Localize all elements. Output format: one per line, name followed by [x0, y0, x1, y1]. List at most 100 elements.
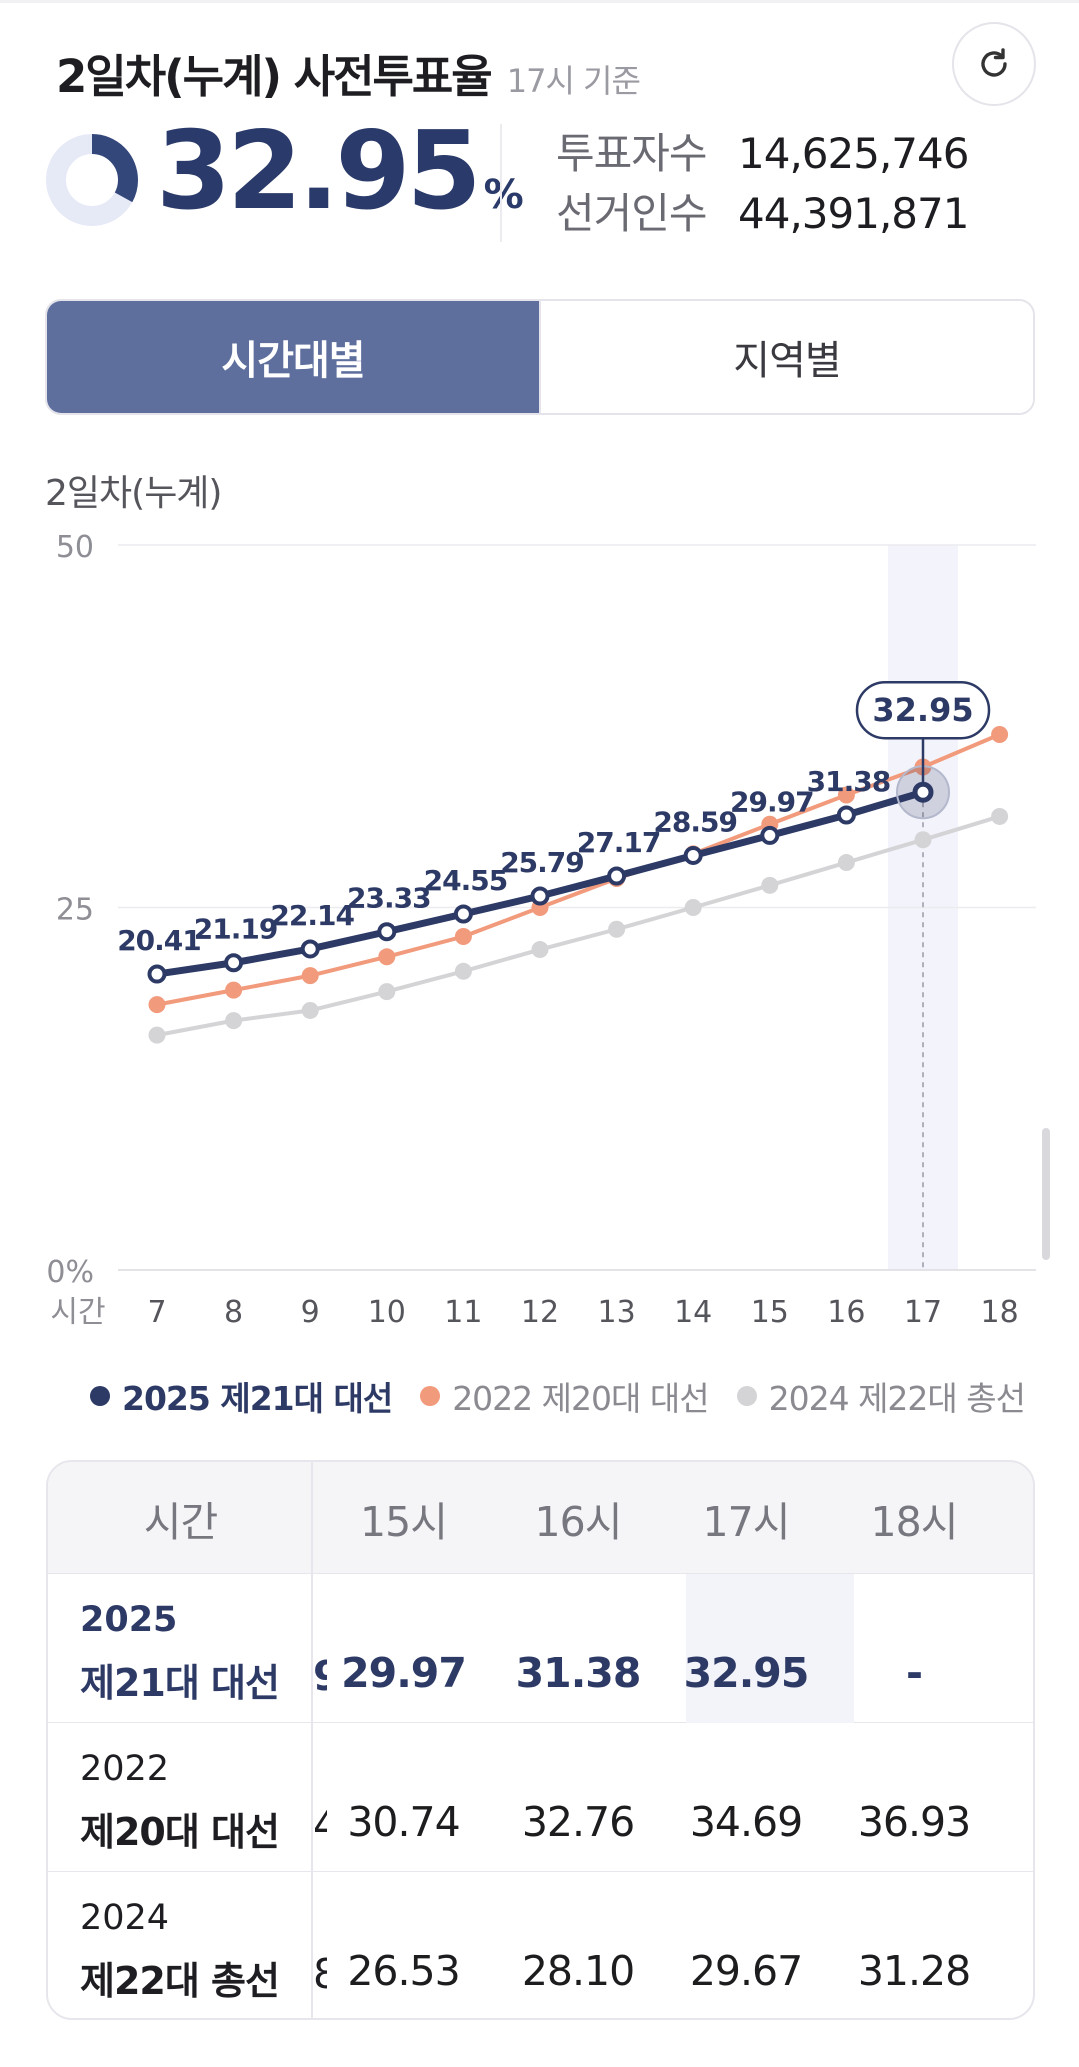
data-label: 21.19: [194, 913, 278, 946]
tab-by-region[interactable]: 지역별: [539, 301, 1033, 413]
table-header-corner: 시간: [48, 1462, 313, 1573]
col-header-18: 18시: [870, 1498, 959, 1546]
cell-15: 30.74: [347, 1797, 460, 1846]
row-clipped-value: 4: [313, 1801, 327, 1849]
x-tick-label: 11: [444, 1295, 482, 1330]
series-point-1: [991, 726, 1009, 744]
legend-dot-2024: [736, 1386, 757, 1406]
data-label: 20.41: [117, 924, 201, 957]
series-point-0: [912, 781, 934, 803]
series-point-2: [684, 899, 702, 916]
turnout-donut-arc: [46, 134, 138, 226]
series-point-2: [608, 920, 626, 938]
series-point-2: [148, 1026, 166, 1044]
legend-dot-2025: [90, 1386, 110, 1406]
series-point-0: [760, 825, 780, 845]
series-point-1: [454, 928, 472, 945]
cell-18: -: [905, 1648, 923, 1697]
data-label: 23.33: [347, 882, 431, 915]
chart-legend: 2025 제21대 대선 2022 제20대 대선 2024 제22대 총선: [90, 1372, 1053, 1420]
turnout-rate-value: 32.95: [156, 109, 482, 234]
corner-header-label: 시간: [143, 1498, 218, 1546]
callout-label: 32.95: [872, 691, 973, 729]
legend-label-2022: 2022 제20대 대선: [452, 1379, 709, 1418]
x-tick-label: 18: [981, 1295, 1019, 1330]
series-point-1: [837, 786, 855, 804]
cell-16: 28.10: [521, 1946, 635, 1995]
row-label-2022: 2022 제20대 대선: [48, 1723, 313, 1871]
row-election: 제22대 총선: [80, 1959, 280, 2003]
col-header-15: 15시: [360, 1498, 448, 1546]
series-point-1: [225, 981, 243, 999]
row-label-2024: 2024 제22대 총선: [48, 1872, 313, 2018]
series-point-2: [914, 831, 932, 849]
view-tabs: 시간대별 지역별: [45, 299, 1035, 415]
x-tick-label: 8: [224, 1295, 243, 1330]
x-tick-label: 14: [674, 1295, 712, 1330]
voters-value: 14,625,746: [738, 129, 969, 178]
series-point-0: [453, 904, 473, 924]
cell-18: 36.93: [857, 1797, 971, 1846]
series-line-1: [155, 732, 1002, 1007]
voters-label: 투표자수: [556, 129, 708, 178]
refresh-button[interactable]: [952, 22, 1036, 106]
row-clipped-value: 9: [313, 1652, 327, 1700]
series-point-2: [531, 941, 549, 959]
series-point-2: [837, 854, 855, 872]
data-label: 24.55: [424, 864, 508, 897]
x-tick-label: 7: [147, 1295, 166, 1330]
cell-16: 31.38: [515, 1648, 642, 1697]
col-header-16: 16시: [534, 1498, 623, 1546]
refresh-icon: [981, 48, 1007, 77]
cell-15: 26.53: [347, 1946, 460, 1995]
vote-stats: 투표자수 14,625,746 선거인수 44,391,871: [556, 124, 969, 244]
x-axis-label: 시간: [50, 1295, 105, 1330]
callout-bubble: [855, 680, 991, 740]
legend-label-2025: 2025 제21대 대선: [122, 1379, 393, 1418]
legend-dot-2022: [420, 1386, 441, 1406]
electors-row: 선거인수 44,391,871: [556, 184, 969, 244]
series-point-0: [377, 922, 397, 942]
cell-16: 32.76: [521, 1797, 635, 1846]
col-header-17: 17시: [702, 1498, 791, 1546]
x-tick-label: 15: [751, 1295, 789, 1330]
series-point-2: [301, 1001, 319, 1019]
series-point-0: [683, 845, 703, 865]
chart-caption: 2일차(누계): [45, 473, 222, 514]
data-label: 22.14: [270, 899, 354, 932]
table-row: 2025 제21대 대선 9 29.97 31.38 32.95 -: [48, 1574, 1033, 1723]
row-label-2025: 2025 제21대 대선: [48, 1574, 313, 1722]
row-election: 제20대 대선: [80, 1810, 280, 1854]
table-header: 시간 15시 16시 17시 18시: [48, 1462, 1033, 1574]
turnout-donut: [46, 134, 138, 226]
y-tick-label: 0%: [46, 1255, 94, 1290]
series-point-2: [991, 807, 1009, 825]
title-timestamp: 17시 기준: [506, 62, 641, 100]
data-label: 27.17: [577, 826, 661, 859]
summary-divider: [500, 124, 502, 242]
tab-by-time[interactable]: 시간대별: [47, 301, 539, 413]
data-label: 31.38: [807, 765, 891, 798]
voters-row: 투표자수 14,625,746: [556, 124, 969, 184]
data-label: 25.79: [500, 846, 584, 879]
series-point-0: [224, 953, 244, 973]
series-point-1: [148, 996, 166, 1014]
x-tick-label: 17: [904, 1295, 942, 1330]
page-title: 2일차(누계) 사전투표율 17시 기준: [56, 40, 641, 105]
legend-item-2025: 2025 제21대 대선: [90, 1372, 393, 1420]
y-tick-label: 25: [56, 893, 94, 928]
scrollbar[interactable]: [1042, 1128, 1050, 1260]
series-point-0: [300, 939, 320, 959]
y-tick-label: 50: [56, 530, 94, 565]
cell-18: 31.28: [857, 1946, 971, 1995]
legend-label-2024: 2024 제22대 총선: [768, 1379, 1026, 1418]
legend-item-2022: 2022 제20대 대선: [420, 1372, 710, 1420]
row-election: 제21대 대선: [80, 1661, 280, 1705]
x-tick-label: 10: [368, 1295, 406, 1330]
series-point-1: [301, 967, 319, 985]
cell-17: 34.69: [689, 1797, 803, 1846]
cell-15: 29.97: [341, 1648, 467, 1697]
x-tick-label: 9: [301, 1295, 320, 1330]
x-tick-label: 12: [521, 1295, 559, 1330]
